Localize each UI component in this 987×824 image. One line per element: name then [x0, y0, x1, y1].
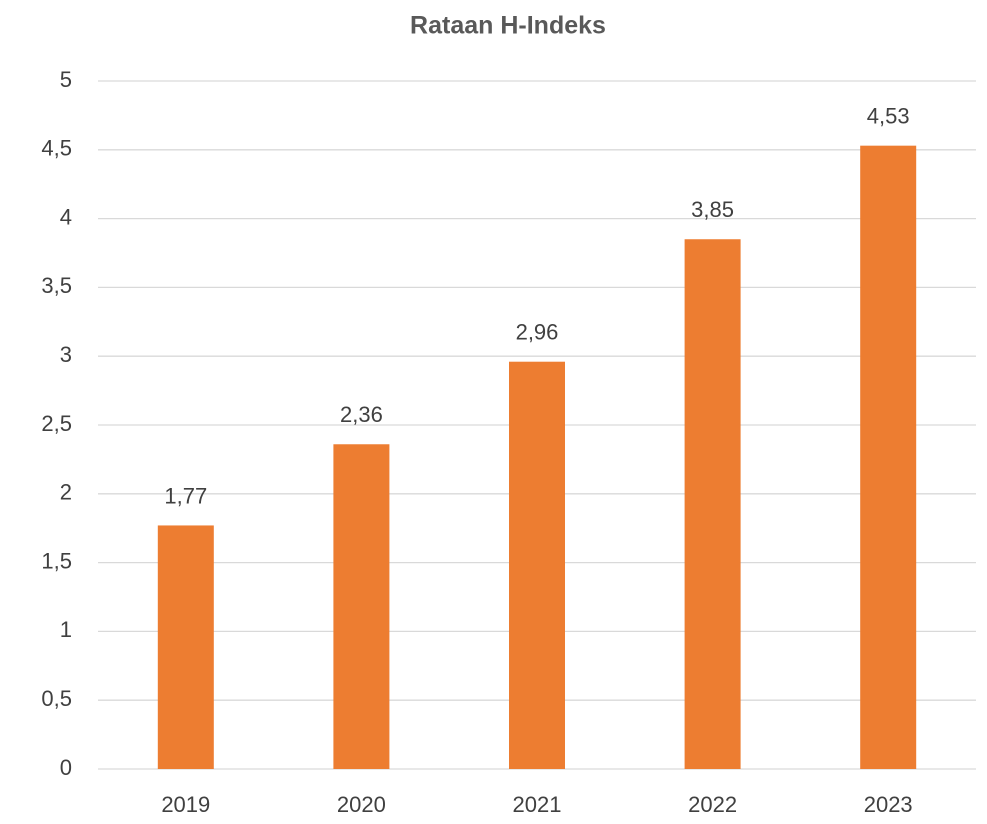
bar — [157, 525, 214, 769]
x-tick-label: 2022 — [688, 792, 737, 817]
bar — [509, 361, 565, 769]
bar — [860, 145, 917, 769]
value-label: 2,96 — [516, 320, 559, 345]
y-tick-label: 1,5 — [41, 548, 72, 573]
y-tick-label: 4 — [60, 204, 72, 229]
y-tick-label: 0,5 — [41, 686, 72, 711]
x-tick-label: 2021 — [513, 792, 562, 817]
value-label: 4,53 — [867, 103, 910, 128]
value-label: 3,85 — [691, 197, 734, 222]
y-tick-label: 2,5 — [41, 411, 72, 436]
x-tick-label: 2019 — [161, 792, 210, 817]
value-label: 1,77 — [164, 483, 207, 508]
value-label: 2,36 — [340, 402, 383, 427]
bar — [333, 444, 390, 769]
x-tick-label: 2020 — [337, 792, 386, 817]
y-tick-label: 5 — [60, 67, 72, 92]
y-tick-label: 3 — [60, 342, 72, 367]
y-tick-label: 2 — [60, 480, 72, 505]
y-tick-label: 4,5 — [41, 136, 72, 161]
x-tick-label: 2023 — [864, 792, 913, 817]
chart-title: Rataan H-Indeks — [410, 12, 606, 40]
bar — [684, 239, 741, 770]
y-tick-label: 3,5 — [41, 273, 72, 298]
y-tick-label: 0 — [60, 755, 72, 780]
y-tick-label: 1 — [60, 617, 72, 642]
